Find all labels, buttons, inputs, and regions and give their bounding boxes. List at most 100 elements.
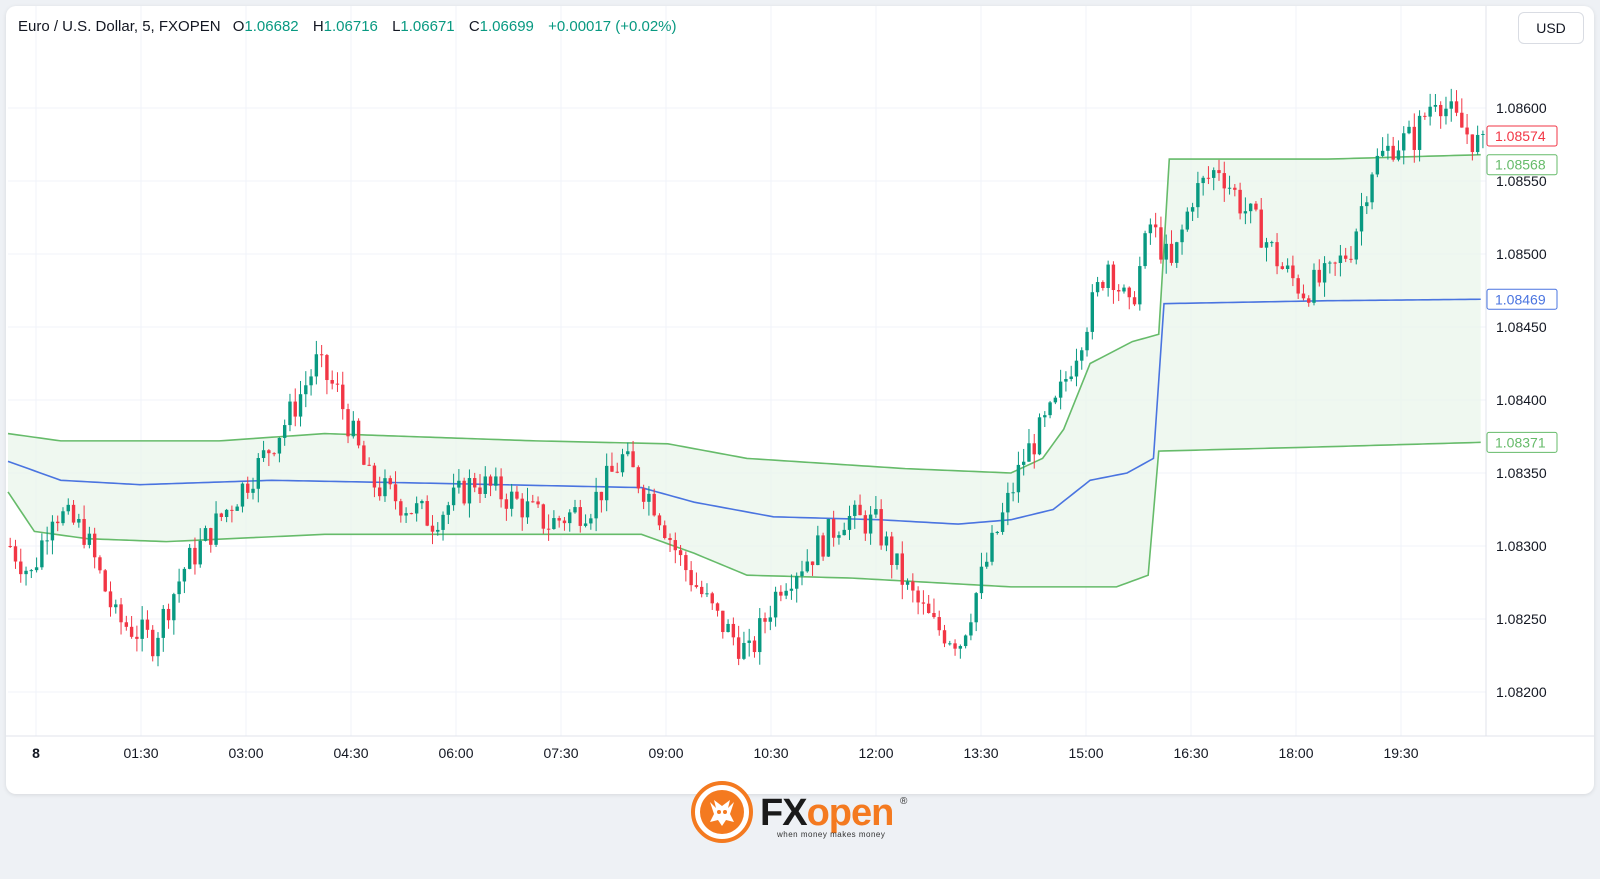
x-tick-label: 12:00: [858, 745, 893, 761]
candle-body: [1111, 264, 1116, 291]
candle-body: [890, 536, 894, 565]
candle-body: [979, 566, 984, 594]
candle-body: [378, 487, 382, 497]
candle-body: [414, 503, 419, 514]
candle-body: [810, 561, 815, 566]
candle-body: [1254, 203, 1258, 210]
candle-body: [346, 409, 350, 437]
candle-body: [847, 515, 852, 530]
candle-body: [1291, 265, 1295, 279]
candle-body: [404, 513, 408, 516]
candle-body: [631, 451, 635, 468]
candle-body: [1138, 266, 1142, 305]
candle-body: [1090, 292, 1095, 332]
candle-body: [1233, 187, 1237, 190]
candle-body: [114, 604, 118, 608]
candle-body: [1143, 233, 1147, 267]
candle-body: [895, 553, 899, 565]
candle-body: [473, 478, 477, 488]
x-tick-label: 16:30: [1173, 745, 1208, 761]
candle-body: [140, 619, 144, 639]
candle-body: [1307, 298, 1311, 303]
candle-body: [689, 570, 693, 586]
candle-body: [1027, 443, 1031, 462]
candle-body: [193, 547, 197, 565]
candle-body: [309, 376, 313, 386]
x-tick-label: 04:30: [333, 745, 368, 761]
candle-body: [816, 535, 820, 566]
candle-body: [494, 476, 498, 486]
candle-body: [166, 608, 171, 621]
candle-body: [911, 581, 915, 591]
candle-body: [319, 354, 324, 356]
candle-body: [921, 602, 926, 604]
candle-body: [1069, 376, 1073, 380]
candle-body: [240, 483, 245, 507]
candle-body: [1317, 269, 1321, 283]
candle-body: [958, 646, 963, 649]
brand-fx: FX: [760, 792, 808, 834]
candle-body: [230, 509, 234, 511]
candle-body: [246, 483, 250, 493]
candle-body: [969, 622, 973, 636]
open-label: O: [232, 18, 245, 35]
candle-body: [1412, 126, 1416, 150]
candle-body: [235, 506, 239, 511]
candle-body: [1190, 207, 1195, 212]
candle-body: [1243, 211, 1248, 214]
candle-body: [325, 355, 329, 381]
candle-body: [388, 478, 392, 485]
candle-body: [573, 507, 577, 513]
low-label: L: [392, 18, 401, 35]
currency-button[interactable]: USD: [1518, 12, 1584, 44]
candle-body: [1423, 115, 1427, 117]
candle-body: [82, 518, 86, 545]
registered-mark: ®: [900, 796, 908, 807]
candle-body: [663, 525, 667, 539]
candle-body: [1338, 255, 1343, 264]
candle-body: [1433, 104, 1438, 107]
candle-body: [1212, 170, 1216, 178]
candle-body: [478, 487, 482, 494]
candle-body: [1322, 263, 1327, 283]
candle-body: [1122, 287, 1126, 292]
candle-body: [710, 593, 714, 604]
candle-body: [1011, 492, 1015, 494]
candle-body: [868, 514, 873, 534]
candle-body: [541, 504, 546, 529]
candle-body: [1301, 293, 1306, 299]
candle-body: [1074, 360, 1079, 377]
candle-body: [789, 588, 794, 591]
candle-body: [77, 518, 81, 523]
symbol-title[interactable]: Euro / U.S. Dollar, 5, FXOPEN: [18, 18, 221, 35]
candle-body: [1032, 443, 1036, 455]
y-tick-label: 1.08450: [1496, 319, 1547, 335]
candle-body: [256, 458, 260, 489]
candle-body: [1475, 134, 1480, 153]
candle-body: [736, 637, 741, 659]
close-label: C: [468, 18, 480, 35]
candle-body: [779, 591, 783, 596]
candle-body: [187, 547, 192, 569]
candle-body: [1053, 397, 1058, 403]
candle-body: [177, 581, 181, 595]
candle-body: [831, 519, 836, 538]
candle-body: [578, 507, 582, 526]
candle-body: [214, 513, 218, 545]
x-tick-label: 07:30: [543, 745, 578, 761]
y-tick-label: 1.08350: [1496, 465, 1547, 481]
y-tick-label: 1.08600: [1496, 100, 1547, 116]
candle-body: [742, 642, 746, 659]
candle-body: [1206, 177, 1211, 179]
price-chart[interactable]: 1.08200 1.08250 1.08300 1.08350 1.08400 1.084…: [6, 6, 1594, 794]
x-tick-label: 01:30: [123, 745, 158, 761]
candle-body: [758, 618, 762, 653]
candle-body: [1043, 415, 1047, 418]
candle-body: [304, 385, 308, 395]
candle-body: [1180, 229, 1184, 243]
y-tick-label: 1.08400: [1496, 392, 1547, 408]
candle-body: [1312, 269, 1316, 303]
candle-body: [673, 540, 677, 551]
candle-body: [1396, 150, 1401, 160]
candle-body: [383, 478, 387, 497]
